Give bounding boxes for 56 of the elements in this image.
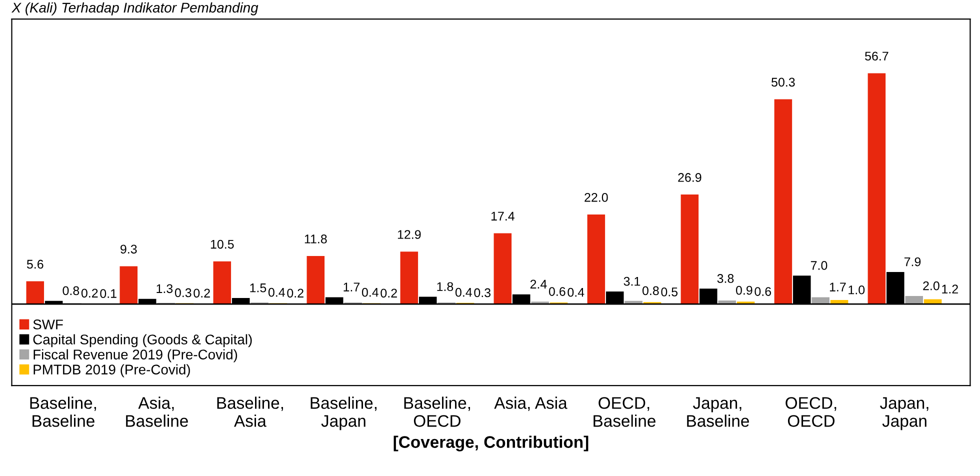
- data-label: 7.0: [810, 261, 828, 270]
- x-tick-label: Baseline, Baseline: [30, 396, 96, 427]
- data-label: 7.9: [904, 257, 921, 266]
- data-label: 1.8: [437, 282, 454, 292]
- data-label: 0.1: [100, 289, 116, 298]
- data-label: 0.8: [62, 286, 80, 296]
- x-tick-label: OECD, OECD: [786, 397, 836, 427]
- data-label: 0.3: [474, 288, 491, 298]
- data-label: 0.2: [380, 288, 397, 298]
- data-label: 2.0: [923, 281, 940, 290]
- x-tick-label: Baseline, Asia: [217, 396, 283, 427]
- x-tick-label: Asia, Asia: [494, 396, 568, 411]
- x-tick-label: OECD, Baseline: [594, 397, 656, 427]
- x-tick-label: Baseline, OECD: [404, 396, 470, 427]
- data-label: 0.3: [174, 288, 192, 298]
- data-label: 0.2: [81, 288, 98, 298]
- data-label: 1.7: [344, 282, 360, 292]
- x-tick-label: Baseline, Japan: [310, 396, 376, 430]
- data-label: 22.0: [584, 193, 608, 202]
- data-label: 0.2: [287, 288, 304, 298]
- data-label: 1.3: [156, 284, 173, 294]
- data-label: 0.4: [568, 288, 584, 297]
- data-label: 0.8: [642, 286, 659, 296]
- data-label: 9.3: [120, 244, 137, 254]
- legend-label: SWF: [33, 320, 63, 330]
- data-label: 0.6: [548, 287, 566, 296]
- data-label: 50.3: [772, 78, 795, 87]
- data-label: 0.9: [736, 286, 752, 295]
- legend-label: Capital Spending (Goods & Capital): [33, 334, 252, 348]
- data-label: 3.1: [624, 276, 640, 286]
- legend-label: Fiscal Revenue 2019 (Pre-Covid): [34, 349, 238, 362]
- x-tick-label: Japan, Baseline: [687, 397, 749, 427]
- data-label: 0.5: [661, 287, 678, 296]
- data-label: 17.4: [491, 212, 514, 220]
- data-label: 1.2: [942, 284, 958, 294]
- data-label: 3.8: [717, 274, 734, 283]
- data-label: 0.4: [455, 288, 472, 297]
- chart-title: X (Kali) Terhadap Indikator Pembanding: [11, 2, 258, 16]
- data-label: 26.9: [678, 173, 702, 182]
- data-label: 0.4: [362, 288, 378, 297]
- data-label: 5.6: [26, 260, 44, 269]
- data-label: 11.8: [304, 234, 327, 244]
- data-label: 1.0: [848, 285, 865, 294]
- data-label: 2.4: [530, 280, 547, 288]
- x-tick-label: Asia, Baseline: [126, 396, 188, 427]
- x-tick-label: Japan, Japan: [880, 397, 928, 430]
- data-label: 0.2: [194, 288, 210, 298]
- data-label: 0.6: [754, 287, 772, 296]
- data-label: 56.7: [865, 52, 888, 61]
- x-axis-title: [Coverage, Contribution]: [394, 436, 588, 452]
- data-label: 1.7: [830, 282, 846, 292]
- data-label: 0.4: [268, 288, 285, 297]
- legend-label: PMTDB 2019 (Pre-Covid): [34, 364, 190, 378]
- data-label: 1.5: [250, 284, 266, 292]
- data-label: 12.9: [398, 230, 421, 239]
- data-label: 10.5: [210, 240, 234, 249]
